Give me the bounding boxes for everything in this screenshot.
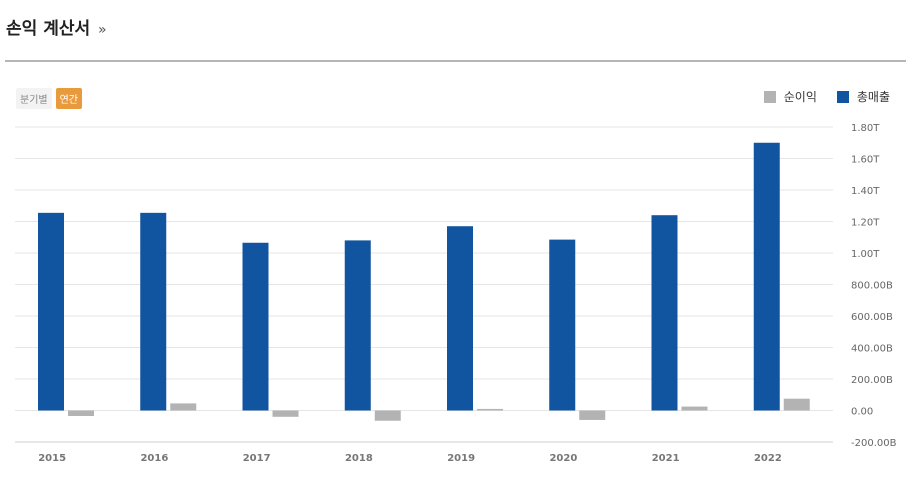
legend-item-net-income[interactable]: 순이익 (763, 88, 817, 105)
legend-swatch-revenue (836, 90, 849, 103)
x-tick-label: 2018 (345, 453, 373, 464)
bar-net-income (783, 398, 810, 411)
y-tick-label: 800.00B (851, 281, 893, 292)
y-tick-label: 400.00B (851, 344, 893, 355)
bar-net-income (477, 408, 503, 411)
bar-revenue (242, 242, 269, 411)
x-tick-label: 2016 (140, 453, 168, 464)
x-tick-label: 2021 (652, 453, 680, 464)
y-tick-label: 600.00B (851, 312, 893, 323)
bar-revenue (38, 212, 64, 411)
y-tick-label: 0.00 (851, 407, 873, 418)
legend-swatch-net-income (763, 90, 776, 103)
tab-quarterly[interactable]: 분기별 (16, 88, 52, 109)
y-tick-label: 1.60T (851, 155, 880, 166)
y-tick-label: 1.80T (851, 123, 880, 134)
y-tick-label: -200.00B (851, 438, 897, 449)
bar-net-income (374, 410, 401, 421)
more-chevron-icon[interactable]: » (98, 22, 107, 38)
bar-revenue (549, 239, 576, 411)
bar-net-income (579, 410, 606, 420)
bar-net-income (272, 410, 299, 417)
bar-revenue (753, 142, 780, 411)
x-tick-label: 2015 (38, 453, 66, 464)
bar-revenue (140, 212, 167, 411)
legend-label-revenue: 총매출 (856, 90, 890, 104)
bar-net-income (170, 403, 197, 411)
y-tick-label: 1.00T (851, 249, 880, 260)
tab-annual[interactable]: 연간 (55, 88, 83, 109)
x-tick-label: 2017 (243, 453, 271, 464)
bar-net-income (681, 406, 708, 411)
legend-label-net-income: 순이익 (783, 90, 817, 104)
bar-revenue (447, 226, 473, 411)
legend-item-revenue[interactable]: 총매출 (836, 88, 890, 105)
bar-revenue (651, 215, 678, 411)
page-title: 손익 계산서 » (6, 14, 107, 39)
y-tick-label: 1.40T (851, 186, 880, 197)
x-tick-label: 2022 (754, 453, 782, 464)
y-tick-label: 1.20T (851, 218, 880, 229)
y-tick-label: 200.00B (851, 375, 893, 386)
x-tick-label: 2019 (447, 453, 475, 464)
title-text: 손익 계산서 (6, 19, 91, 39)
header-divider (5, 60, 906, 62)
chart-legend: 순이익 총매출 (763, 88, 890, 105)
bar-revenue (344, 240, 371, 411)
period-tabs: 분기별 연간 (16, 88, 83, 109)
x-tick-label: 2020 (549, 453, 577, 464)
bar-net-income (68, 410, 94, 417)
